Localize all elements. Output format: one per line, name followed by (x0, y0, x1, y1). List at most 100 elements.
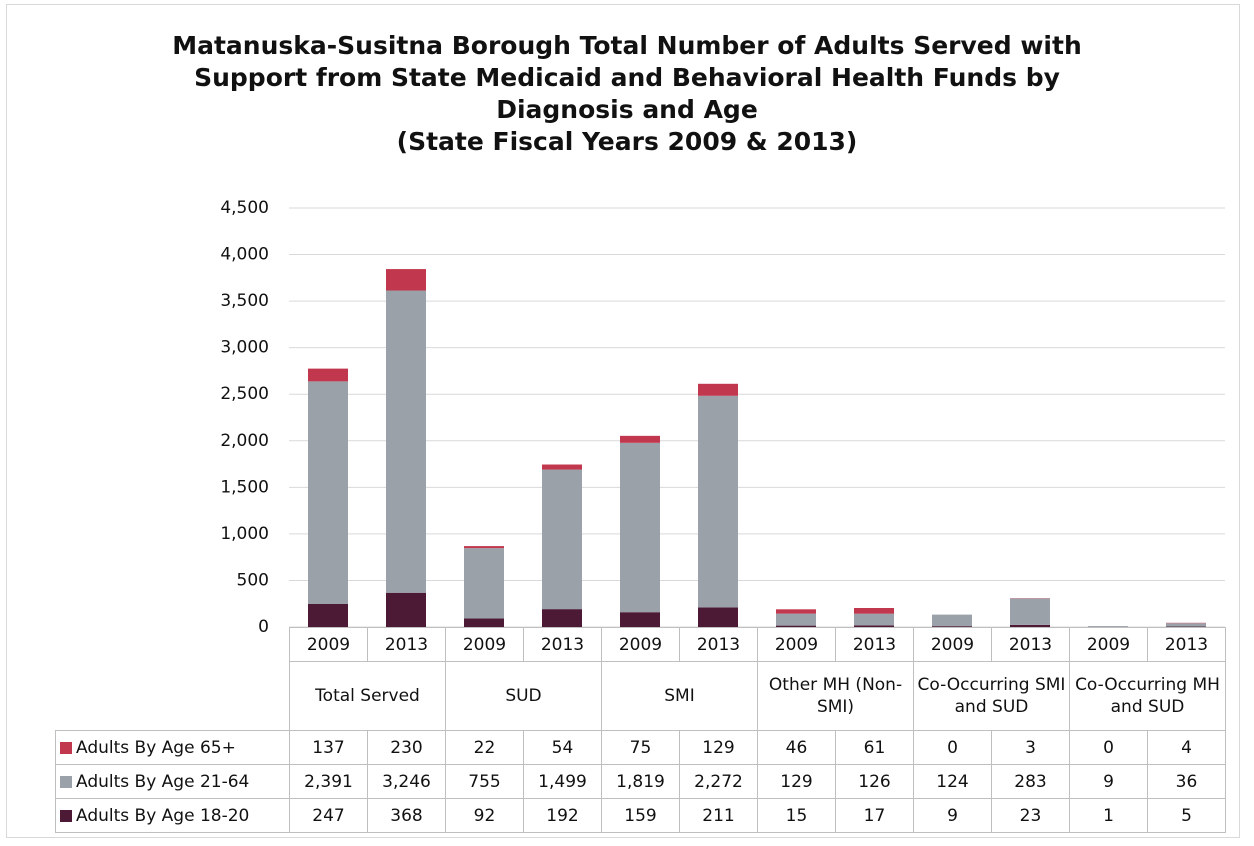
data-cell: 1,819 (601, 764, 680, 799)
data-cell: 159 (601, 798, 680, 833)
data-cell: 2,272 (679, 764, 758, 799)
chart-frame (6, 4, 1240, 838)
bar-segment (386, 269, 426, 291)
x-tick-label: 2013 (523, 627, 602, 662)
year-row: 2009 2013 2009 2013 2009 2013 2009 2013 2009 2013… (56, 627, 1226, 662)
bar-segment (932, 626, 972, 627)
legend-cell: Adults By Age 18-20 (55, 798, 290, 833)
bar-segment (464, 546, 504, 549)
data-cell: 283 (991, 764, 1070, 799)
data-cell: 61 (835, 730, 914, 765)
bar-segment (386, 592, 426, 627)
data-cell: 137 (289, 730, 368, 765)
data-row: Adults By Age 18-20 247 368 92 192 159 211 15 17… (55, 798, 1226, 833)
data-cell: 3 (991, 730, 1070, 765)
data-cell: 124 (913, 764, 992, 799)
bar-segment (386, 290, 426, 593)
bar-segment (854, 608, 894, 614)
x-tick-label: 2013 (991, 627, 1070, 662)
data-cell: 0 (913, 730, 992, 765)
bar-segment (464, 548, 504, 619)
bar-segment (776, 613, 816, 626)
bar-segment (620, 442, 660, 613)
x-tick-label: 2013 (367, 627, 446, 662)
chart-subtitle: (State Fiscal Years 2009 & 2013) (396, 127, 858, 156)
bar-segment (1010, 598, 1050, 625)
bar-segment (1088, 626, 1128, 627)
blank-cell (56, 628, 290, 662)
data-cell: 22 (445, 730, 524, 765)
x-tick-label: 2009 (913, 627, 992, 662)
data-cell: 211 (679, 798, 758, 833)
chart-title: Matanuska-Susitna Borough Total Number o… (172, 31, 1082, 124)
group-label: Other MH (Non-SMI) (757, 661, 914, 731)
legend-label: Adults By Age 65+ (76, 737, 236, 758)
legend-cell: Adults By Age 65+ (55, 730, 290, 765)
bar-segment (932, 614, 972, 627)
data-row: Adults By Age 65+ 137 230 22 54 75 129 46 61 0 3 0 4 (55, 730, 1226, 765)
y-tick-label: 3,000 (220, 338, 269, 358)
title-block: Matanuska-Susitna Borough Total Number o… (127, 30, 1127, 158)
data-cell: 46 (757, 730, 836, 765)
data-cell: 17 (835, 798, 914, 833)
data-cell: 126 (835, 764, 914, 799)
data-cell: 5 (1147, 798, 1226, 833)
x-tick-label: 2013 (1147, 627, 1226, 662)
data-cell: 9 (913, 798, 992, 833)
legend-label: Adults By Age 21-64 (76, 771, 250, 792)
bar-segment (542, 464, 582, 470)
bar-segment (854, 613, 894, 626)
data-cell: 0 (1069, 730, 1148, 765)
legend-swatch (60, 775, 72, 788)
x-tick-label: 2009 (1069, 627, 1148, 662)
y-tick-label: 1,000 (220, 524, 269, 544)
legend-label: Adults By Age 18-20 (76, 805, 250, 826)
bar-segment (698, 395, 738, 608)
data-cell: 2,391 (289, 764, 368, 799)
y-tick-label: 4,000 (220, 245, 269, 265)
bar-segment (776, 609, 816, 614)
data-cell: 9 (1069, 764, 1148, 799)
y-tick-label: 500 (237, 570, 269, 590)
data-cell: 75 (601, 730, 680, 765)
data-cell: 3,246 (367, 764, 446, 799)
data-cell: 1,499 (523, 764, 602, 799)
bar-segment (776, 625, 816, 627)
y-tick-label: 2,500 (220, 384, 269, 404)
data-cell: 4 (1147, 730, 1226, 765)
data-table: 2009 2013 2009 2013 2009 2013 2009 2013 2009 2013… (55, 627, 1226, 833)
y-tick-label: 2,000 (220, 431, 269, 451)
bar-segment (698, 607, 738, 627)
data-cell: 368 (367, 798, 446, 833)
legend-cell: Adults By Age 21-64 (55, 764, 290, 799)
bar-segment (308, 381, 348, 605)
y-tick-label: 3,500 (220, 291, 269, 311)
data-cell: 92 (445, 798, 524, 833)
y-tick-label: 4,500 (220, 198, 269, 218)
x-tick-label: 2013 (679, 627, 758, 662)
x-tick-label: 2009 (757, 627, 836, 662)
blank-cell (56, 662, 290, 731)
group-label: SUD (445, 661, 602, 731)
bar-segment (542, 469, 582, 610)
y-tick-label: 0 (258, 617, 269, 637)
group-label: Co-Occurring SMI and SUD (913, 661, 1070, 731)
data-cell: 192 (523, 798, 602, 833)
x-tick-label: 2009 (289, 627, 368, 662)
group-label: SMI (601, 661, 758, 731)
data-cell: 15 (757, 798, 836, 833)
x-tick-label: 2009 (445, 627, 524, 662)
bar-segment (542, 609, 582, 627)
data-row: Adults By Age 21-64 2,391 3,246 755 1,499 1,8… (55, 764, 1226, 799)
bar-segment (308, 604, 348, 627)
bar-segment (1010, 624, 1050, 627)
bar-segment (698, 383, 738, 396)
data-cell: 129 (679, 730, 758, 765)
x-tick-label: 2009 (601, 627, 680, 662)
legend-swatch (60, 741, 72, 754)
data-cell: 23 (991, 798, 1070, 833)
bar-segment (854, 625, 894, 627)
group-row: Total Served SUD SMI Other MH (Non-SMI) Co-O… (56, 661, 1226, 731)
x-tick-label: 2013 (835, 627, 914, 662)
